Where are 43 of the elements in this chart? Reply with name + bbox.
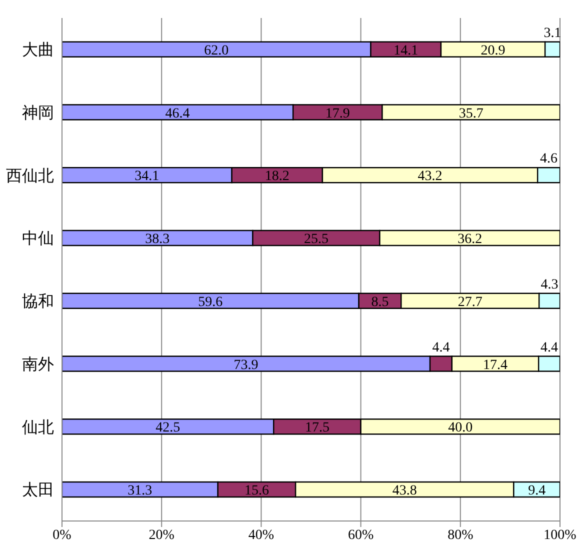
x-tick-label: 80%: [448, 528, 474, 543]
x-tick-label: 60%: [348, 528, 374, 543]
data-label: 3.1: [544, 26, 562, 41]
y-tick-label: 南外: [22, 355, 54, 374]
data-label: 15.6: [244, 484, 269, 499]
data-label: 17.4: [483, 358, 508, 373]
y-tick-label: 協和: [22, 292, 54, 311]
data-label: 31.3: [128, 484, 152, 499]
x-tick-label: 20%: [148, 528, 175, 543]
data-label: 43.2: [418, 169, 442, 184]
y-tick-label: 大曲: [22, 41, 54, 60]
data-label: 27.7: [458, 294, 482, 310]
data-label: 4.4: [432, 340, 450, 356]
data-label: 43.8: [392, 484, 417, 499]
x-tick-label: 40%: [248, 528, 274, 543]
data-label: 73.9: [234, 358, 258, 373]
data-label: 18.2: [264, 169, 290, 184]
data-label: 42.5: [156, 420, 180, 436]
data-label: 14.1: [394, 43, 418, 58]
data-label: 20.9: [480, 43, 506, 58]
data-label: 17.9: [325, 106, 350, 122]
y-tick-label: 西仙北: [6, 166, 54, 185]
data-label: 34.1: [134, 169, 160, 184]
data-label: 35.7: [458, 106, 484, 122]
data-label: 25.5: [304, 232, 328, 248]
data-label: 9.4: [528, 484, 546, 499]
data-label: 4.4: [540, 340, 558, 356]
x-tick-label: 0%: [52, 528, 72, 543]
data-label: 38.3: [145, 232, 170, 248]
y-tick-label: 仙北: [22, 418, 54, 436]
data-label: 36.2: [458, 232, 482, 248]
y-tick-label: 太田: [22, 481, 54, 500]
y-tick-label: 神岡: [22, 104, 54, 122]
data-label: 17.5: [304, 420, 330, 436]
data-label: 8.5: [371, 294, 389, 310]
data-label: 40.0: [448, 420, 473, 436]
data-label: 4.3: [540, 277, 558, 292]
data-label: 4.6: [540, 152, 558, 167]
data-label: 62.0: [204, 43, 229, 58]
y-tick-label: 中仙: [22, 230, 54, 248]
data-label: 46.4: [165, 106, 190, 122]
data-label: 59.6: [198, 294, 223, 310]
x-tick-label: 100%: [544, 528, 577, 543]
